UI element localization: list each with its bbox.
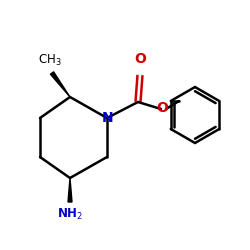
Text: O: O — [156, 101, 168, 115]
Text: O: O — [134, 52, 146, 66]
Text: CH$_3$: CH$_3$ — [38, 53, 62, 68]
Text: N: N — [102, 111, 114, 125]
Polygon shape — [50, 72, 70, 97]
Text: NH$_2$: NH$_2$ — [57, 207, 83, 222]
Polygon shape — [68, 178, 72, 202]
